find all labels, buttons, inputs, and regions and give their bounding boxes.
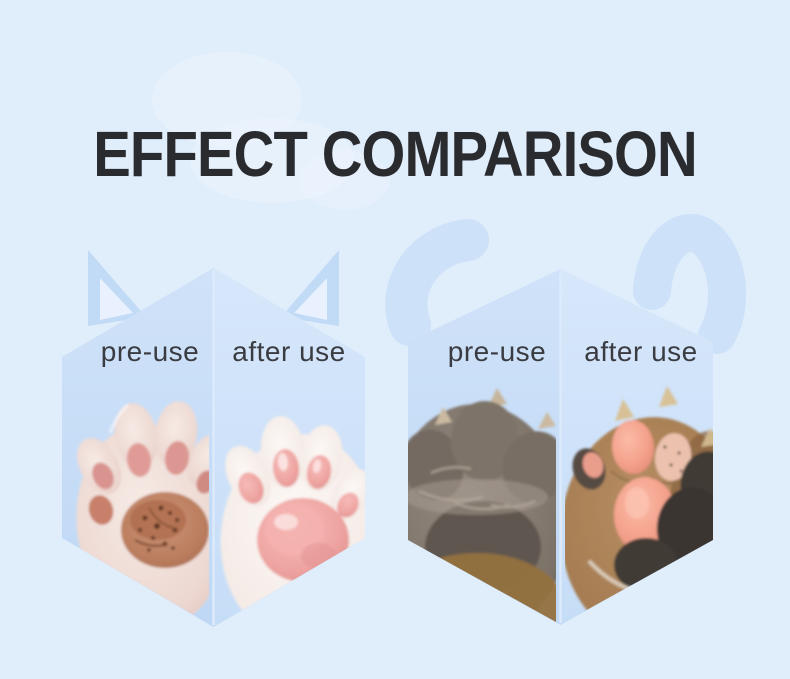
dog-ear-right-icon: [633, 214, 747, 354]
dog-pre-use-label: pre-use: [447, 336, 547, 367]
cat-comparison-panel: [62, 250, 365, 627]
cat-pre-use-label: pre-use: [100, 336, 200, 367]
dog-after-use-label: after use: [584, 336, 698, 367]
toe-speckles: [663, 445, 683, 473]
dog-ear-left-icon: [385, 219, 489, 346]
background-watermark-blob: [190, 118, 355, 203]
fur-tufts: [418, 465, 536, 511]
dog-comparison-panel: [385, 214, 747, 625]
cat-ear-right-icon: [281, 250, 339, 326]
page-title: EFFECT COMPARISON: [93, 117, 697, 190]
cat-after-use-label: after use: [232, 336, 346, 367]
cat-ear-left-icon: [88, 250, 146, 326]
background-watermark-blob: [300, 150, 390, 210]
